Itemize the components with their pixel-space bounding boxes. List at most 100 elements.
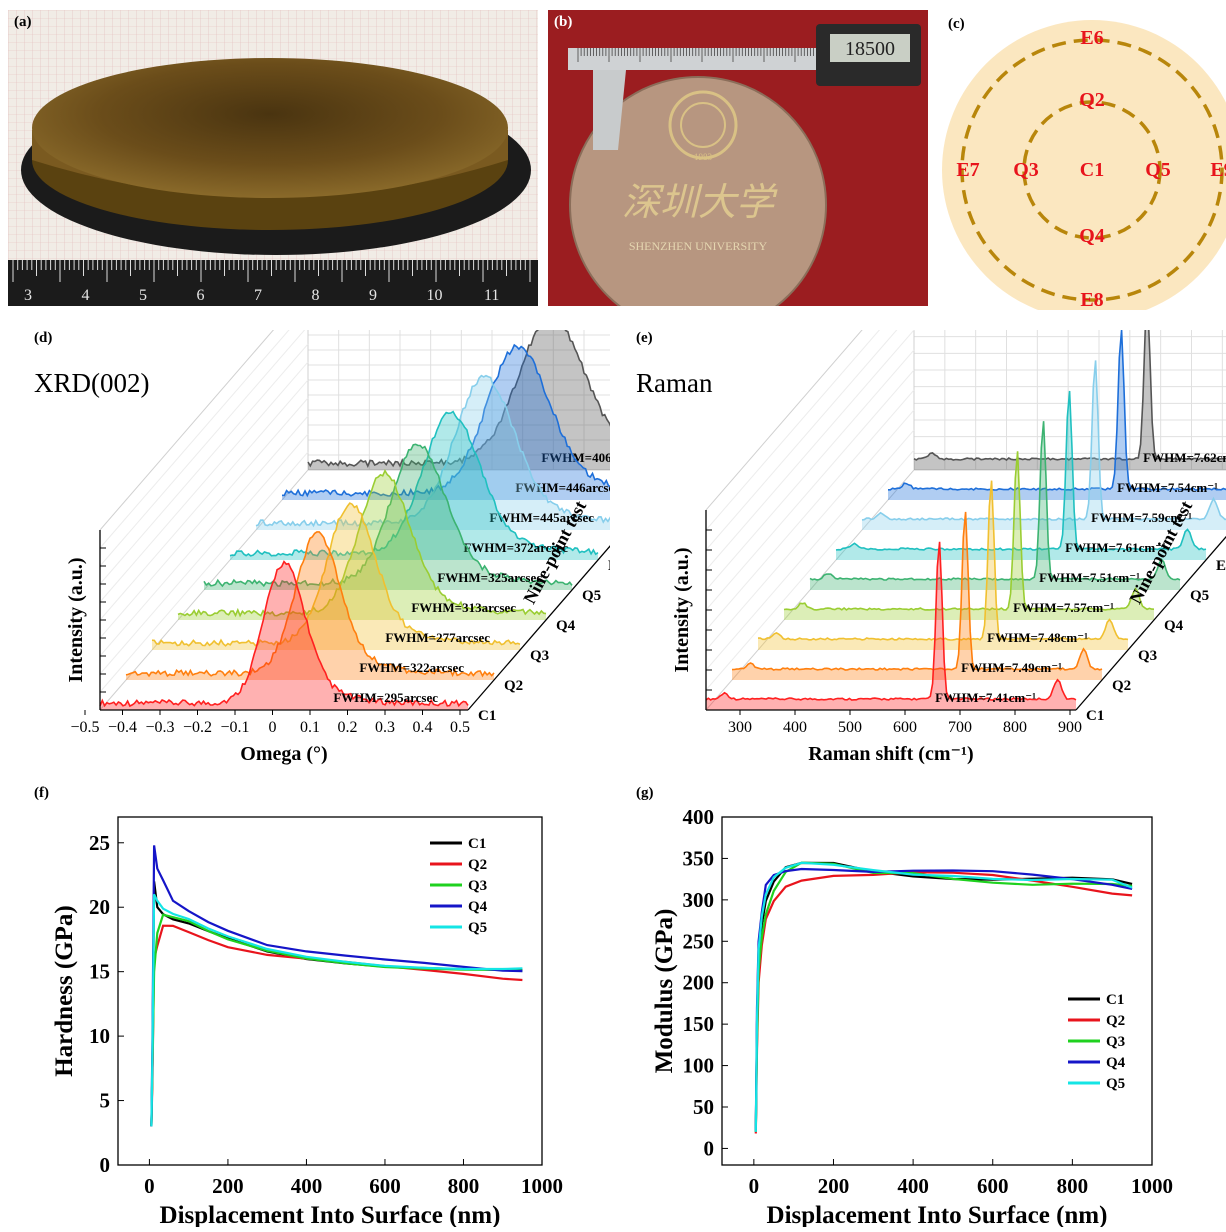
z-tick-q2: Q2 [504, 678, 523, 694]
caliper-photo: 1983 深圳大学 SHENZHEN UNIVERSITY 18500 [568, 24, 921, 306]
x-tick-label: 0.4 [413, 719, 433, 736]
amber-disk [32, 58, 508, 198]
caliper-reading: 18500 [845, 38, 895, 60]
x-tick-label: 200 [212, 1174, 244, 1198]
x-tick-label: 0.5 [450, 719, 470, 736]
university-seal [668, 90, 738, 160]
series-line-q5 [754, 861, 1133, 1132]
x-tick-label: 0 [269, 719, 277, 736]
x-tick-label: 0.1 [300, 719, 320, 736]
series-line-e8 [281, 343, 651, 498]
point-label-q5: Q5 [1145, 159, 1171, 181]
point-label-e7: E7 [956, 159, 979, 181]
seal-year: 1983 [694, 152, 713, 162]
grid-line [99, 325, 309, 567]
fwhm-label-q3: FWHM=277arcsec [385, 630, 490, 645]
fwhm-label-e7: FWHM=7.59cm⁻¹ [1091, 510, 1192, 525]
grid-line [705, 449, 915, 691]
x-tick-label: −0.1 [220, 719, 249, 736]
point-label-e6: E6 [1080, 27, 1103, 49]
legend-label-q2: Q2 [1106, 1013, 1125, 1029]
x-tick-label: −0.2 [183, 719, 212, 736]
y-tick-label: 0 [100, 1153, 111, 1177]
fwhm-label-c1: FWHM=7.41cm⁻¹ [935, 690, 1036, 705]
grid-line [705, 329, 915, 571]
series-line-q2 [150, 924, 523, 1127]
fwhm-label-e9: FWHM=7.62cm⁻¹ [1143, 450, 1226, 465]
nine-point-schematic: E6 Q2 E7 Q3 C1 Q5 E9 Q4 E8 [942, 20, 1226, 310]
x-tick-label: 0 [749, 1174, 760, 1198]
caliper-jaw [593, 70, 626, 150]
x-tick-label: 700 [948, 719, 972, 736]
z-tick-q4: Q4 [1164, 618, 1184, 634]
fwhm-label-q5: FWHM=325arcsec [437, 570, 542, 585]
point-label-c1: C1 [1080, 159, 1104, 181]
series-line-c1 [754, 861, 1133, 1132]
panel-label-d: (d) [34, 330, 53, 346]
x-tick-label: 900 [1058, 719, 1082, 736]
point-label-e9: E9 [1210, 159, 1226, 181]
ruler-number: 3 [24, 287, 32, 304]
x-axis-title: Displacement Into Surface (nm) [160, 1202, 501, 1227]
panel-b-photo: 1983 深圳大学 SHENZHEN UNIVERSITY 18500 (b) [548, 10, 928, 306]
grid-line [99, 343, 309, 585]
x-tick-label: 800 [448, 1174, 480, 1198]
series-line-q5 [150, 893, 523, 1127]
wafer-disk [942, 20, 1226, 310]
x-tick-label: 400 [783, 719, 807, 736]
y-tick-label: 25 [89, 831, 110, 855]
fwhm-label-q4: FWHM=313arcsec [411, 600, 516, 615]
y-tick-label: 10 [89, 1024, 110, 1048]
grid-line [705, 389, 915, 631]
grid-line [99, 415, 309, 657]
y-tick-label: 100 [683, 1054, 715, 1078]
grid-line [705, 369, 915, 611]
series-fill-e9 [308, 315, 676, 470]
fwhm-label-e7: FWHM=445arcsec [489, 510, 594, 525]
z-tick-q3: Q3 [530, 648, 549, 664]
z-tick-c1: C1 [1086, 708, 1104, 724]
legend-label-q5: Q5 [1106, 1076, 1125, 1092]
series-line-q3 [151, 502, 521, 647]
grid-line [705, 409, 915, 651]
y-tick-label: 150 [683, 1012, 715, 1036]
z-tick-q5: Q5 [582, 588, 601, 604]
z-tick-e6: E6 [1216, 558, 1226, 574]
legend-label-c1: C1 [1106, 992, 1124, 1008]
y-tick-label: 50 [693, 1095, 714, 1119]
x-tick-label: 300 [728, 719, 752, 736]
raman-title: Raman [636, 368, 713, 398]
grid-line [705, 349, 915, 591]
x-tick-label: 0.2 [338, 719, 358, 736]
series-fill-c1 [100, 561, 468, 710]
series-fill-q4 [178, 470, 546, 620]
x-tick-label: 800 [1057, 1174, 1089, 1198]
grid-line [705, 289, 915, 531]
panel-g-modulus: 0 200 400 600 800 1000 0 50 100 150 200 250 300 350 40… [610, 785, 1226, 1229]
series-fill-e8 [282, 345, 650, 500]
ruler-number: 8 [312, 287, 320, 304]
x-tick-label: 400 [897, 1174, 929, 1198]
x-axis-title: Displacement Into Surface (nm) [767, 1202, 1108, 1227]
x-tick-label: −0.4 [108, 719, 137, 736]
fwhm-label-q2: FWHM=7.49cm⁻¹ [961, 660, 1062, 675]
y-tick-label: 300 [683, 888, 715, 912]
point-label-q2: Q2 [1079, 89, 1105, 111]
legend-label-q4: Q4 [468, 899, 488, 915]
panel-d-xrd: FWHM=406arcsecE9FWHM=446arcsecE8FWHM=445… [0, 288, 704, 800]
ruler-number: 10 [427, 287, 443, 304]
y-tick-label: 350 [683, 846, 715, 870]
fwhm-label-q2: FWHM=322arcsec [359, 660, 464, 675]
y-axis-title: Intensity (a.u.) [671, 547, 693, 672]
ruler-number: 9 [369, 287, 377, 304]
grid-line [705, 309, 915, 551]
x-tick-label: 1000 [1131, 1174, 1173, 1198]
series-line-c1 [150, 881, 523, 1127]
legend-label-q5: Q5 [468, 920, 487, 936]
grid-line [99, 379, 309, 621]
y-axis-title: Modulus (GPa) [651, 909, 678, 1074]
plot-frame [721, 816, 1153, 1166]
y-tick-label: 5 [100, 1089, 111, 1113]
ruler-number: 6 [197, 287, 205, 304]
series-line-c1 [705, 541, 1077, 701]
